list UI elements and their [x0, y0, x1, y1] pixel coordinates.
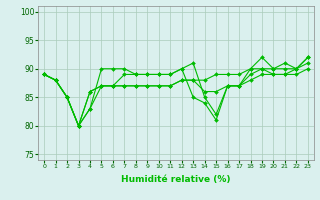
X-axis label: Humidité relative (%): Humidité relative (%) — [121, 175, 231, 184]
